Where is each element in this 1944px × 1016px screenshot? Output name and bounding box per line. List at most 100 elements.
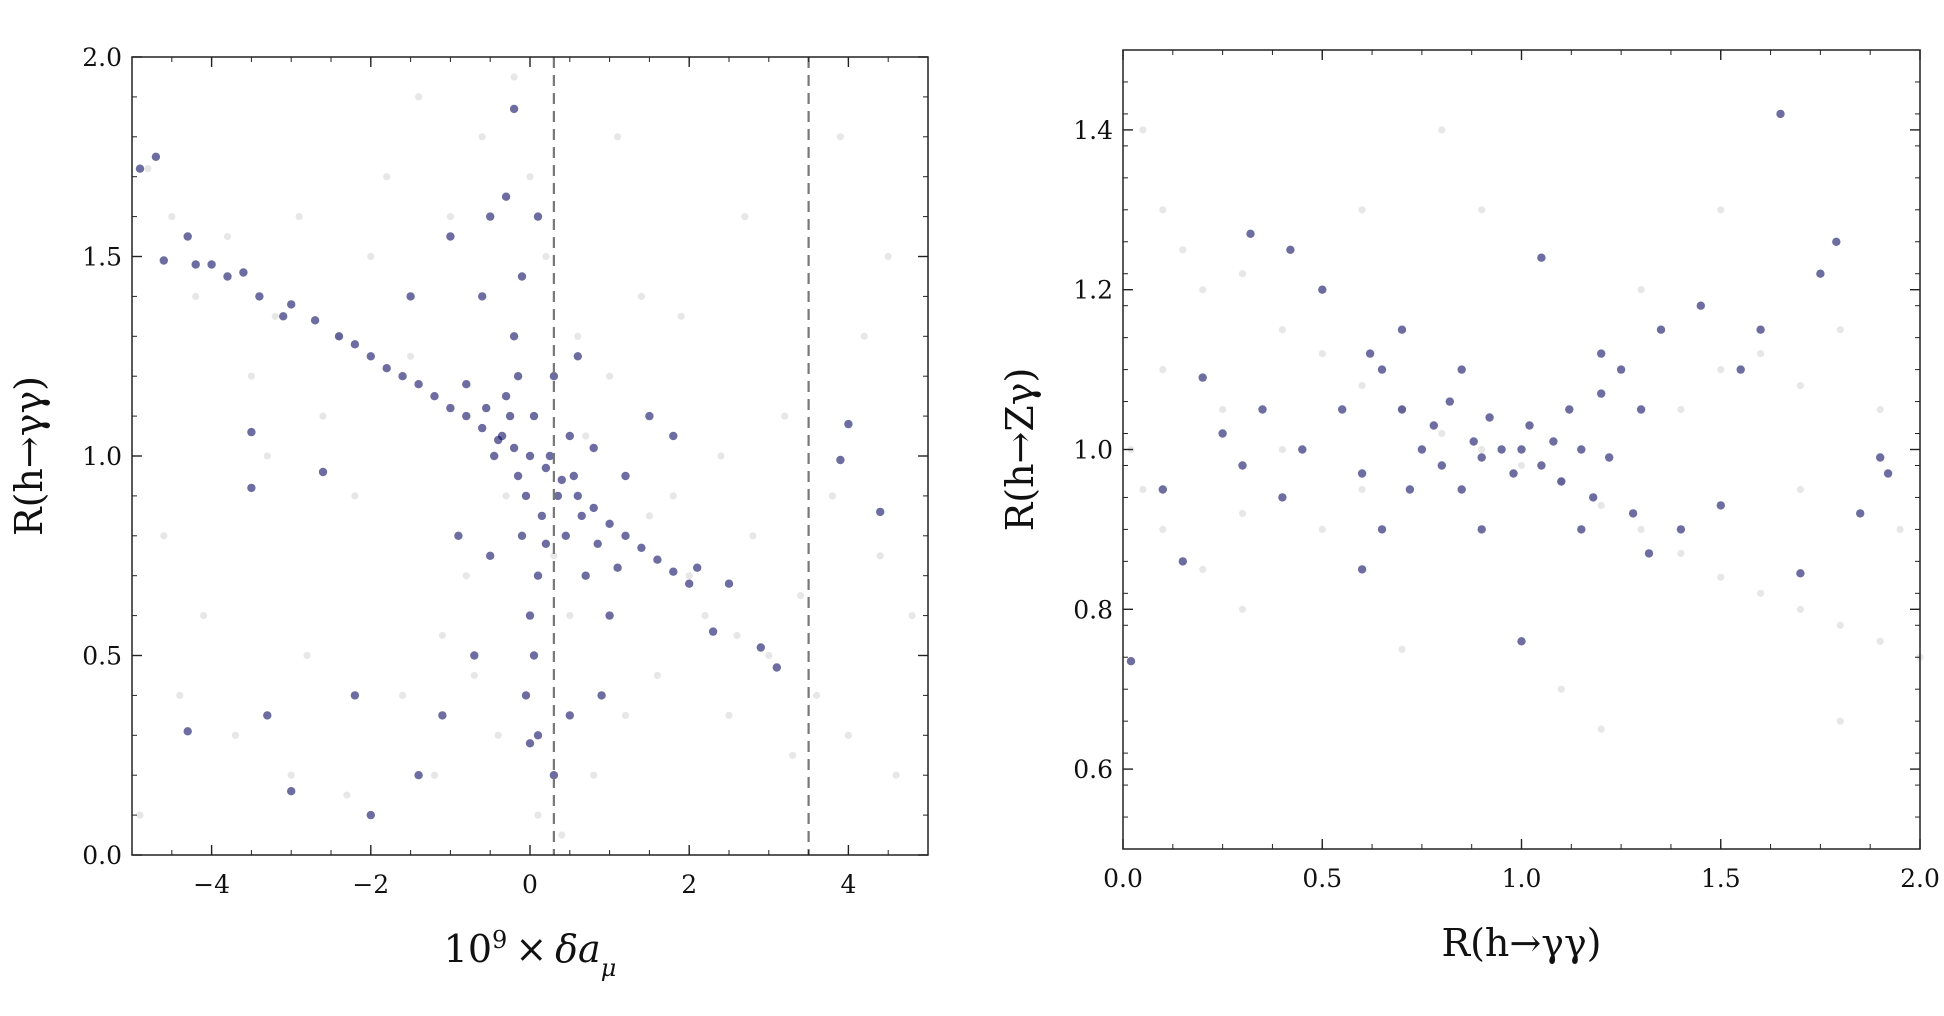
highlight-point: [645, 411, 654, 421]
highlight-point: [509, 332, 519, 341]
highlight-point: [255, 292, 264, 301]
highlight-point: [1377, 525, 1387, 534]
highlight-point: [1644, 549, 1654, 558]
background-point: [176, 691, 184, 700]
background-point: [1139, 485, 1147, 494]
background-point: [303, 651, 311, 660]
highlight-point: [509, 104, 519, 114]
x-tick-label: −2: [352, 870, 389, 899]
background-point: [645, 512, 654, 520]
highlight-point: [462, 411, 471, 421]
background-point: [1139, 126, 1147, 134]
highlight-point: [876, 507, 885, 517]
background-point: [367, 252, 375, 261]
highlight-point: [1198, 373, 1207, 382]
highlight-point: [438, 711, 447, 720]
background-point: [160, 532, 168, 540]
highlight-point: [589, 503, 598, 513]
background-point: [1796, 382, 1804, 390]
highlight-point: [1126, 657, 1136, 666]
background-point: [223, 232, 232, 241]
background-point: [781, 412, 789, 420]
highlight-point: [1509, 469, 1518, 478]
highlight-point: [557, 475, 566, 485]
highlight-point: [501, 392, 511, 401]
highlight-point: [756, 643, 765, 652]
highlight-point: [398, 372, 407, 381]
background-point: [542, 252, 550, 261]
highlight-point: [1457, 365, 1466, 374]
x-axis-title-times: ×: [515, 927, 547, 971]
background-point: [263, 452, 271, 460]
highlight-point: [1318, 285, 1327, 294]
background-point: [606, 372, 614, 380]
highlight-point: [549, 372, 559, 381]
highlight-point: [724, 579, 734, 588]
background-point: [558, 831, 566, 839]
background-point: [765, 651, 773, 660]
background-point: [813, 691, 821, 700]
background-point: [200, 612, 208, 620]
background-point: [1219, 405, 1227, 414]
background-point: [1159, 206, 1167, 214]
highlight-point: [318, 467, 328, 477]
highlight-point: [247, 427, 256, 437]
background-point: [725, 711, 733, 720]
highlight-point: [693, 563, 702, 572]
x-axis-title-subscript: μ: [601, 954, 617, 982]
highlight-point: [533, 212, 543, 221]
highlight-point: [529, 411, 539, 421]
highlight-point: [1218, 429, 1227, 438]
background-point: [1358, 485, 1366, 494]
highlight-point: [513, 471, 523, 481]
x-axis-title-exponent: 9: [492, 926, 507, 954]
background-point: [1597, 725, 1605, 733]
highlight-point: [1832, 237, 1841, 246]
background-point: [478, 133, 486, 141]
highlight-point: [135, 164, 145, 173]
highlight-point: [1397, 405, 1407, 414]
highlight-point: [1605, 453, 1614, 462]
highlight-point: [1597, 389, 1606, 398]
highlight-point: [1158, 485, 1168, 494]
y-tick-label: 0.6: [1073, 755, 1113, 784]
highlight-point: [382, 364, 391, 373]
background-point: [614, 133, 622, 141]
highlight-point: [310, 316, 320, 325]
background-point: [1637, 525, 1645, 534]
background-point: [1717, 366, 1725, 374]
highlight-point: [844, 419, 853, 429]
highlight-point: [1517, 637, 1526, 646]
highlight-point: [366, 352, 375, 361]
background-point: [494, 731, 502, 739]
highlight-point: [537, 511, 547, 521]
y-axis-title: R(h→Zγ): [998, 368, 1042, 532]
highlight-point: [1577, 445, 1586, 454]
highlight-point: [521, 691, 531, 700]
y-axis-title: R(h→γγ): [7, 376, 51, 536]
highlight-point: [517, 272, 527, 281]
background-point: [1796, 605, 1804, 613]
highlight-point: [406, 292, 415, 301]
highlight-point: [1278, 493, 1287, 502]
highlight-point: [708, 627, 718, 636]
highlight-point: [517, 531, 527, 540]
background-point: [701, 612, 709, 620]
highlight-point: [669, 567, 678, 576]
highlight-point: [454, 531, 463, 540]
highlight-points: [135, 104, 885, 820]
y-tick-label: 0.8: [1073, 595, 1113, 624]
background-point: [1398, 645, 1406, 653]
background-point: [653, 671, 662, 680]
y-tick-label: 1.2: [1073, 276, 1113, 305]
background-point: [1597, 501, 1605, 509]
highlight-point: [1716, 501, 1726, 510]
highlight-point: [470, 651, 479, 660]
highlight-point: [1298, 445, 1307, 454]
highlight-point: [486, 551, 495, 560]
background-point: [526, 173, 534, 181]
background-point: [534, 811, 542, 819]
highlight-point: [1246, 229, 1255, 238]
highlight-point: [1856, 509, 1865, 518]
background-point: [749, 532, 757, 540]
